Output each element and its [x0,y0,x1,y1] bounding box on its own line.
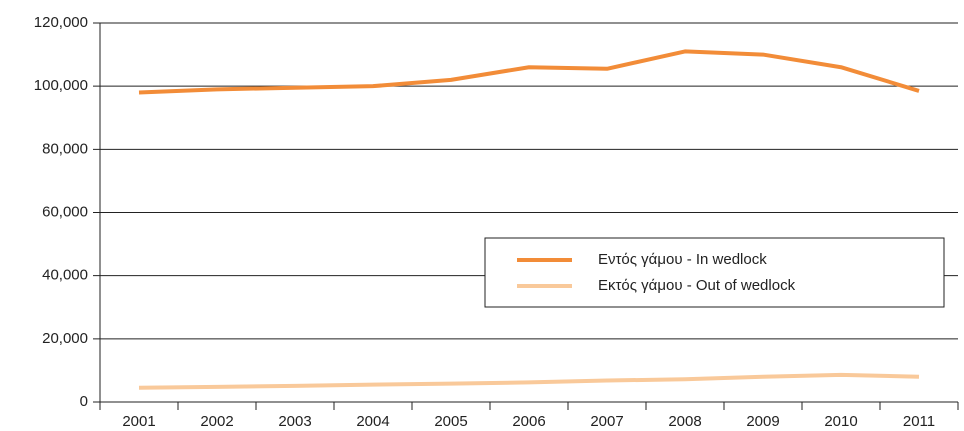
x-tick-label: 2003 [278,413,311,430]
y-tick-label: 40,000 [42,267,88,284]
x-tick-label: 2001 [122,413,155,430]
x-tick-label: 2008 [668,413,701,430]
x-tick-label: 2004 [356,413,389,430]
x-tick-label: 2007 [590,413,623,430]
x-tick-label: 2011 [903,413,935,430]
line-series [138,372,920,390]
x-tick-label: 2006 [512,413,545,430]
x-tick-label: 2005 [434,413,467,430]
line-series [138,49,920,95]
x-tick-label: 2009 [746,413,779,430]
y-tick-label: 20,000 [42,330,88,347]
y-tick-label: 0 [80,393,88,410]
y-tick-label: 80,000 [42,140,88,157]
y-tick-label: 100,000 [34,77,88,94]
x-tick-label: 2010 [824,413,857,430]
x-tick-label: 2002 [200,413,233,430]
legend-label: Εντός γάμου - In wedlock [598,251,767,268]
legend-label: Εκτός γάμου - Out of wedlock [598,277,796,294]
y-tick-label: 60,000 [42,203,88,220]
legend-box [484,237,945,308]
y-tick-label: 120,000 [34,14,88,31]
